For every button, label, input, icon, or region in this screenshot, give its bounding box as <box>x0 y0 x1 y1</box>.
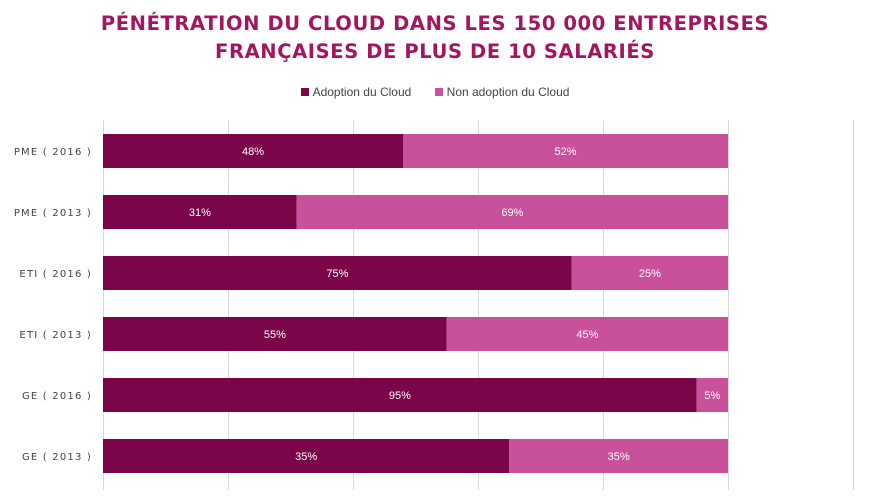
bar-adoption <box>103 378 697 412</box>
data-label-adoption: 48% <box>242 146 264 158</box>
legend-item-non-adoption: Non adoption du Cloud <box>434 84 570 99</box>
bar-non-adoption <box>696 378 728 412</box>
bar-non-adoption <box>296 195 728 229</box>
chart-title-line-1: PÉNÉTRATION DU CLOUD DANS LES 150 000 EN… <box>100 12 770 35</box>
legend-label-non-adoption: Non adoption du Cloud <box>446 84 570 99</box>
category-label: GE ( 2013 ) <box>22 452 92 463</box>
legend-swatch-non-adoption <box>434 87 443 96</box>
legend-item-adoption: Adoption du Cloud <box>300 84 412 99</box>
data-label-adoption: 35% <box>295 451 317 463</box>
data-label-non-adoption: 52% <box>554 146 576 158</box>
bar-non-adoption <box>446 317 728 351</box>
bar-non-adoption <box>509 439 728 473</box>
category-label: PME ( 2013 ) <box>14 208 92 219</box>
chart-title: PÉNÉTRATION DU CLOUD DANS LES 150 000 EN… <box>0 10 870 66</box>
bar-non-adoption <box>571 256 728 290</box>
chart-title-line-2: FRANÇAISES DE PLUS DE 10 SALARIÉS <box>215 40 655 63</box>
category-label: ETI ( 2013 ) <box>19 330 92 341</box>
bar-adoption <box>103 317 447 351</box>
bar-non-adoption <box>403 134 728 168</box>
data-label-adoption: 75% <box>326 268 348 280</box>
data-label-non-adoption: 5% <box>704 390 720 402</box>
bar-adoption <box>103 256 572 290</box>
data-label-adoption: 31% <box>189 207 211 219</box>
legend-swatch-adoption <box>300 87 309 96</box>
data-label-non-adoption: 25% <box>639 268 661 280</box>
data-label-non-adoption: 45% <box>576 329 598 341</box>
category-label: PME ( 2016 ) <box>14 147 92 158</box>
data-label-non-adoption: 35% <box>608 451 630 463</box>
bar-adoption <box>103 439 510 473</box>
bar-adoption <box>103 134 403 168</box>
legend-label-adoption: Adoption du Cloud <box>312 84 412 99</box>
legend: Adoption du Cloud Non adoption du Cloud <box>0 84 870 99</box>
bar-adoption <box>103 195 297 229</box>
category-label: GE ( 2016 ) <box>22 391 92 402</box>
category-label: ETI ( 2016 ) <box>19 269 92 280</box>
data-label-adoption: 95% <box>389 390 411 402</box>
data-label-non-adoption: 69% <box>501 207 523 219</box>
data-label-adoption: 55% <box>264 329 286 341</box>
